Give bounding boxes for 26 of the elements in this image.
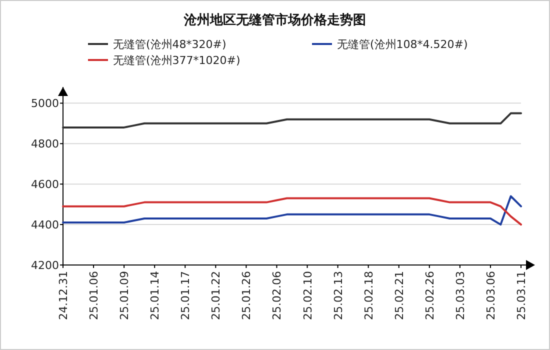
y-tick-label: 4800 bbox=[31, 138, 59, 151]
y-tick-label: 4400 bbox=[31, 218, 59, 232]
x-tick-label: 25.01.22 bbox=[210, 271, 223, 320]
x-tick-label: 25.02.13 bbox=[332, 271, 345, 320]
x-tick-label: 25.01.14 bbox=[148, 271, 162, 320]
x-tick-label: 25.03.06 bbox=[484, 271, 498, 320]
x-tick-label: 25.01.06 bbox=[88, 271, 101, 320]
x-tick-label: 24.12.31 bbox=[57, 271, 70, 320]
x-tick-label: 25.02.26 bbox=[423, 271, 436, 320]
chart-title: 沧州地区无缝管市场价格走势图 bbox=[183, 12, 366, 28]
x-tick-label: 25.02.06 bbox=[270, 271, 284, 320]
x-tick-label: 25.02.10 bbox=[301, 271, 314, 320]
legend-label: 无缝管(沧州108*4.520#) bbox=[337, 38, 468, 51]
legend-label: 无缝管(沧州377*1020#) bbox=[113, 54, 240, 67]
y-tick-label: 5000 bbox=[31, 97, 59, 110]
x-tick-label: 25.03.11 bbox=[515, 271, 528, 320]
x-tick-label: 25.01.09 bbox=[118, 271, 132, 320]
x-tick-label: 25.01.26 bbox=[240, 271, 254, 320]
x-tick-label: 25.03.03 bbox=[454, 271, 467, 320]
y-tick-label: 4600 bbox=[31, 178, 59, 192]
x-tick-label: 25.01.17 bbox=[179, 271, 192, 320]
y-tick-label: 4200 bbox=[31, 259, 59, 272]
x-tick-label: 25.02.21 bbox=[392, 271, 406, 320]
legend-label: 无缝管(沧州48*320#) bbox=[113, 38, 226, 51]
x-tick-label: 25.02.18 bbox=[362, 271, 376, 320]
line-series bbox=[62, 112, 522, 128]
